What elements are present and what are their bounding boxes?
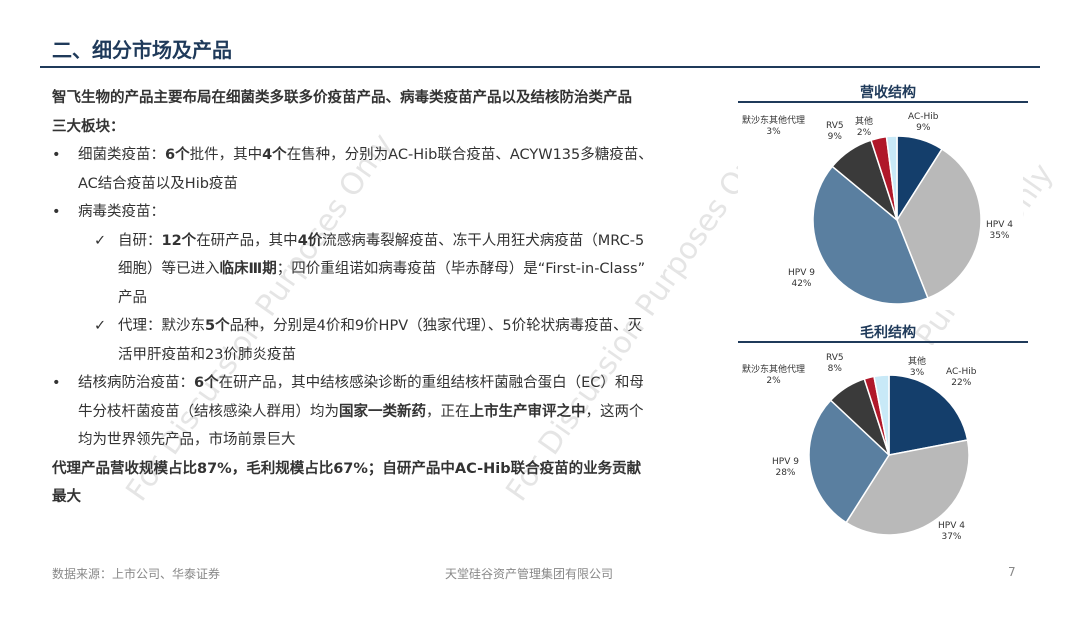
pie-slice-其他	[873, 374, 890, 456]
text-line: • 结核病防治疫苗：6个在研产品，其中结核感染诊断的重组结核杆菌融合蛋白（EC）和…	[52, 369, 712, 398]
pie-slice-其他	[885, 135, 898, 221]
text-segment: 在研产品，其中	[196, 232, 298, 249]
pie-slice-hpv-9	[812, 165, 929, 305]
pie-label: 其他 3%	[908, 357, 927, 378]
pie-label: HPV 9 28%	[772, 457, 799, 478]
emphasis-text: 6个	[165, 147, 190, 163]
emphasis-text: 6个	[194, 375, 219, 391]
pie-label: HPV 4 37%	[938, 521, 965, 542]
pie-slice-hpv-4	[896, 148, 982, 300]
page-number: 7	[1008, 565, 1016, 579]
text-segment: 流感病毒裂解疫苗、冻干人用狂犬病疫苗（MRC-5	[322, 232, 645, 249]
emphasis-text: 4个	[262, 147, 287, 163]
gross-profit-pie-chart: AC-Hib 22% HPV 4 37% HPV 9 28% RV5 8% 默沙东其他代…	[738, 345, 1018, 551]
emphasis-text: 国家一类新药	[339, 403, 426, 420]
text-segment: AC结合疫苗以及Hib疫苗	[78, 175, 238, 192]
text-segment: 结核病防治疫苗：	[78, 375, 194, 391]
footer-source: 数据来源：上市公司、华泰证券	[52, 567, 221, 581]
slide-title: 二、细分市场及产品	[52, 38, 232, 62]
chart-divider	[738, 101, 1028, 103]
pie-label: 其他 2%	[855, 117, 874, 138]
pie-label: 默沙东其他代理 2%	[742, 365, 806, 386]
body-text: 智飞生物的产品主要布局在细菌类多联多价疫苗产品、病毒类疫苗产品以及结核防治类产品…	[52, 84, 712, 512]
chart-title-gross-profit: 毛利结构	[860, 325, 916, 341]
text-line: 智飞生物的产品主要布局在细菌类多联多价疫苗产品、病毒类疫苗产品以及结核防治类产品	[52, 84, 712, 113]
text-segment: 代理产品营收规模占比87%，毛利规模占比67%；自研产品中AC-Hib联合疫苗的…	[52, 460, 642, 477]
text-line: 产品	[52, 284, 712, 313]
pie-label: HPV 4 35%	[986, 220, 1013, 241]
text-segment: 活甲肝疫苗和23价肺炎疫苗	[118, 346, 296, 363]
emphasis-text: 上市生产审评之中	[469, 403, 586, 420]
pie-slice-hpv-4	[845, 439, 970, 536]
text-line: ✓ 自研：12个在研产品，其中4价流感病毒裂解疫苗、冻干人用狂犬病疫苗（MRC-5	[52, 227, 712, 256]
text-segment: 细菌类疫苗：	[78, 147, 165, 163]
text-segment: ，正在	[426, 403, 470, 420]
text-segment: 三大板块：	[52, 118, 125, 135]
text-line: 三大板块：	[52, 113, 712, 142]
text-line: 细胞）等已进入临床Ⅲ期；四价重组诺如病毒疫苗（毕赤酵母）是“First-in-C…	[52, 255, 712, 284]
pie-label: 默沙东其他代理 3%	[742, 116, 806, 137]
text-segment: ；四价重组诺如病毒疫苗（毕赤酵母）是“First-in-Class”	[276, 261, 646, 277]
text-segment: 最大	[52, 489, 81, 505]
text-line: 活甲肝疫苗和23价肺炎疫苗	[52, 341, 712, 370]
emphasis-text: 临床Ⅲ期	[219, 261, 277, 277]
title-divider	[40, 66, 1040, 68]
emphasis-text: 12个	[161, 232, 197, 249]
text-segment: ，这两个	[585, 403, 644, 420]
text-segment: 智飞生物的产品主要布局在细菌类多联多价疫苗产品、病毒类疫苗产品以及结核防治类产品	[52, 90, 632, 106]
text-segment: 批件，其中	[189, 147, 263, 163]
revenue-pie-chart: AC-Hib 9% HPV 4 35% HPV 9 42% RV5 9% 默沙东其他代理…	[738, 104, 1023, 310]
chart-divider	[738, 341, 1028, 343]
bullet-icon: •	[52, 375, 61, 391]
text-segment: 在研产品，其中结核感染诊断的重组结核杆菌融合蛋白（EC）和母	[218, 375, 644, 391]
gross-profit-pie-svg	[808, 374, 970, 536]
text-line: 均为世界领先产品，市场前景巨大	[52, 426, 712, 455]
text-segment: 自研：	[118, 232, 162, 249]
emphasis-text: 5个	[205, 318, 230, 334]
pie-slice-ac-hib	[888, 374, 969, 456]
text-line: 牛分枝杆菌疫苗（结核感染人群用）均为国家一类新药，正在上市生产审评之中，这两个	[52, 398, 712, 427]
pie-label: RV5 9%	[826, 121, 844, 142]
text-segment: 产品	[118, 289, 147, 306]
text-segment: 均为世界领先产品，市场前景巨大	[78, 432, 296, 448]
check-icon: ✓	[94, 232, 107, 249]
text-segment: 细胞）等已进入	[118, 261, 220, 277]
revenue-pie-svg	[812, 135, 982, 305]
text-line: ✓ 代理：默沙东5个品种，分别是4价和9价HPV（独家代理）、5价轮状病毒疫苗、灭	[52, 312, 712, 341]
bullet-icon: •	[52, 147, 61, 163]
pie-label: RV5 8%	[826, 353, 844, 374]
pie-label: HPV 9 42%	[788, 268, 815, 289]
text-segment: 在售种，分别为AC-Hib联合疫苗、ACYW135多糖疫苗、	[286, 147, 653, 163]
text-line: AC结合疫苗以及Hib疫苗	[52, 170, 712, 199]
text-line: 代理产品营收规模占比87%，毛利规模占比67%；自研产品中AC-Hib联合疫苗的…	[52, 455, 712, 484]
footer-company: 天堂硅谷资产管理集团有限公司	[445, 567, 614, 581]
pie-slice-hpv-9	[808, 399, 890, 524]
text-line: 最大	[52, 483, 712, 512]
pie-label: AC-Hib 22%	[946, 367, 977, 388]
check-icon: ✓	[94, 318, 107, 334]
text-segment: 代理：默沙东	[118, 318, 205, 334]
bullet-icon: •	[52, 204, 61, 220]
emphasis-text: 4价	[297, 232, 323, 249]
pie-label: AC-Hib 9%	[908, 112, 939, 133]
text-line: • 病毒类疫苗：	[52, 198, 712, 227]
text-segment: 病毒类疫苗：	[78, 204, 165, 220]
text-segment: 牛分枝杆菌疫苗（结核感染人群用）均为	[78, 403, 339, 420]
text-segment: 品种，分别是4价和9价HPV（独家代理）、5价轮状病毒疫苗、灭	[229, 318, 643, 334]
chart-title-revenue: 营收结构	[860, 85, 916, 101]
text-line: • 细菌类疫苗：6个批件，其中4个在售种，分别为AC-Hib联合疫苗、ACYW13…	[52, 141, 712, 170]
